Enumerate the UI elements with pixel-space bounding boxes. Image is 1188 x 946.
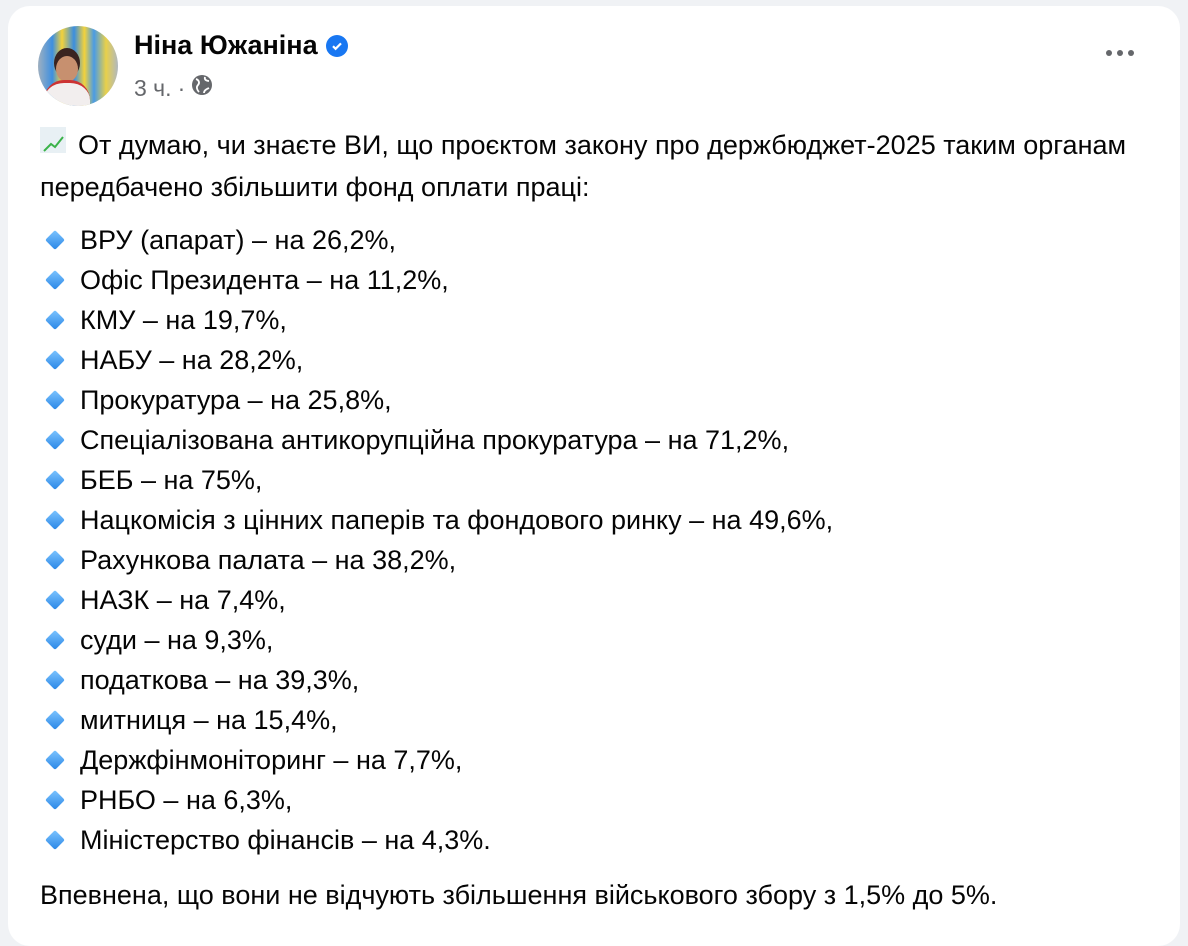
small-blue-diamond-icon <box>45 310 65 330</box>
list-item-text: суди – на 9,3%, <box>80 625 274 655</box>
chart-increasing-icon <box>40 127 66 153</box>
list-item: НАЗК – на 7,4%, <box>40 580 1150 620</box>
avatar[interactable] <box>38 26 118 106</box>
post-body: От думаю, чи знаєте ВИ, що проєктом зако… <box>40 124 1150 916</box>
post-card <box>8 6 1180 946</box>
list-item-text: Офіс Президента – на 11,2%, <box>80 265 449 295</box>
post-intro: От думаю, чи знаєте ВИ, що проєктом зако… <box>40 124 1150 208</box>
list-item: Офіс Президента – на 11,2%, <box>40 260 1150 300</box>
globe-icon <box>191 74 213 102</box>
list-item: Прокуратура – на 25,8%, <box>40 380 1150 420</box>
list-item-text: НАЗК – на 7,4%, <box>80 585 286 615</box>
small-blue-diamond-icon <box>45 350 65 370</box>
list-item: БЕБ – на 75%, <box>40 460 1150 500</box>
small-blue-diamond-icon <box>45 710 65 730</box>
list-item-text: податкова – на 39,3%, <box>80 665 360 695</box>
verified-badge-icon <box>325 34 348 57</box>
list-item: митниця – на 15,4%, <box>40 700 1150 740</box>
list-item-text: Міністерство фінансів – на 4,3%. <box>80 825 491 855</box>
item-list: ВРУ (апарат) – на 26,2%, Офіс Президента… <box>40 220 1150 860</box>
small-blue-diamond-icon <box>45 430 65 450</box>
small-blue-diamond-icon <box>45 750 65 770</box>
author-header: Ніна Южаніна <box>134 30 348 61</box>
list-item-text: Прокуратура – на 25,8%, <box>80 385 392 415</box>
meta-separator: · <box>177 74 186 101</box>
small-blue-diamond-icon <box>45 590 65 610</box>
list-item-text: Спеціалізована антикорупційна прокуратур… <box>80 425 790 455</box>
list-item: суди – на 9,3%, <box>40 620 1150 660</box>
small-blue-diamond-icon <box>45 270 65 290</box>
list-item: Рахункова палата – на 38,2%, <box>40 540 1150 580</box>
list-item: Спеціалізована антикорупційна прокуратур… <box>40 420 1150 460</box>
list-item: ВРУ (апарат) – на 26,2%, <box>40 220 1150 260</box>
more-options-button[interactable] <box>1106 50 1134 56</box>
list-item-text: НАБУ – на 28,2%, <box>80 345 304 375</box>
small-blue-diamond-icon <box>45 550 65 570</box>
post-meta: 3 ч. · <box>134 74 213 102</box>
list-item-text: ВРУ (апарат) – на 26,2%, <box>80 225 397 255</box>
list-item-text: РНБО – на 6,3%, <box>80 785 293 815</box>
list-item: РНБО – на 6,3%, <box>40 780 1150 820</box>
list-item: Міністерство фінансів – на 4,3%. <box>40 820 1150 860</box>
list-item-text: КМУ – на 19,7%, <box>80 305 287 335</box>
list-item-text: БЕБ – на 75%, <box>80 465 263 495</box>
list-item: КМУ – на 19,7%, <box>40 300 1150 340</box>
list-item-text: Нацкомісія з цінних паперів та фондового… <box>80 505 834 535</box>
list-item: НАБУ – на 28,2%, <box>40 340 1150 380</box>
small-blue-diamond-icon <box>45 390 65 410</box>
list-item-text: Рахункова палата – на 38,2%, <box>80 545 457 575</box>
small-blue-diamond-icon <box>45 470 65 490</box>
intro-text: От думаю, чи знаєте ВИ, що проєктом зако… <box>40 130 1127 202</box>
list-item: Держфінмоніторинг – на 7,7%, <box>40 740 1150 780</box>
post-time[interactable]: 3 ч. <box>134 74 172 101</box>
small-blue-diamond-icon <box>45 630 65 650</box>
list-item-text: Держфінмоніторинг – на 7,7%, <box>80 745 463 775</box>
post-outro: Впевнена, що вони не відчують збільшення… <box>40 880 998 910</box>
small-blue-diamond-icon <box>45 830 65 850</box>
list-item: Нацкомісія з цінних паперів та фондового… <box>40 500 1150 540</box>
author-name[interactable]: Ніна Южаніна <box>134 30 318 60</box>
list-item-text: митниця – на 15,4%, <box>80 705 338 735</box>
small-blue-diamond-icon <box>45 510 65 530</box>
small-blue-diamond-icon <box>45 230 65 250</box>
list-item: податкова – на 39,3%, <box>40 660 1150 700</box>
small-blue-diamond-icon <box>45 670 65 690</box>
small-blue-diamond-icon <box>45 790 65 810</box>
